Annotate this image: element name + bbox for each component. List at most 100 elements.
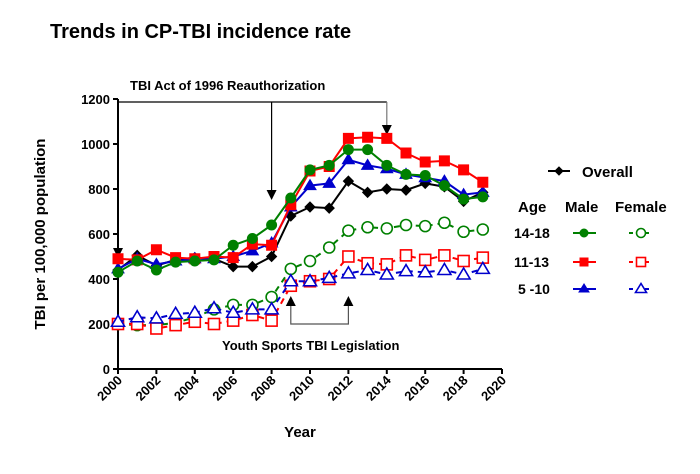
x-tick-label: 2018	[440, 373, 471, 404]
data-point	[208, 254, 220, 266]
data-point	[381, 132, 393, 144]
data-point	[112, 253, 124, 265]
data-point	[378, 266, 395, 280]
series-14-18-female	[111, 216, 490, 332]
x-tick-label: 2006	[209, 373, 240, 404]
data-point	[474, 260, 491, 275]
data-point	[245, 243, 260, 256]
data-point	[362, 144, 374, 156]
data-point	[322, 176, 337, 188]
legend-overall-marker	[554, 166, 564, 176]
data-point	[342, 250, 355, 263]
data-point	[282, 273, 299, 287]
data-point	[398, 263, 414, 277]
x-tick-label: 2020	[478, 373, 509, 404]
data-point	[227, 252, 239, 264]
data-point	[225, 304, 242, 319]
data-point	[477, 191, 489, 203]
data-point	[150, 244, 162, 256]
data-point	[148, 310, 165, 324]
data-point	[438, 180, 450, 192]
data-point	[457, 225, 470, 239]
data-point	[419, 156, 431, 168]
data-point	[458, 164, 470, 176]
data-point	[150, 322, 163, 335]
data-point	[265, 290, 278, 304]
data-point	[206, 300, 222, 314]
y-tick-label: 0	[103, 362, 110, 377]
x-tick-label: 2010	[286, 373, 317, 404]
legend-male-header: Male	[565, 199, 598, 216]
legend-male-marker	[579, 228, 589, 238]
data-point	[342, 132, 354, 144]
data-point	[342, 224, 355, 237]
y-tick-label: 600	[88, 227, 110, 242]
arrow-down-icon	[381, 125, 392, 135]
series-11-13-male	[112, 131, 489, 266]
data-point	[266, 219, 278, 231]
x-tick-label: 2016	[401, 373, 432, 404]
annotation-bottom-text: Youth Sports TBI Legislation	[222, 338, 399, 353]
legend-male-marker	[578, 283, 590, 293]
data-point	[207, 317, 221, 331]
data-point	[129, 309, 146, 323]
annotation-top-text: TBI Act of 1996 Reauthorization	[130, 78, 325, 93]
y-tick-label: 200	[88, 317, 110, 332]
data-point	[400, 168, 412, 180]
data-point	[285, 192, 297, 204]
data-point	[380, 222, 394, 235]
data-point	[342, 175, 355, 187]
data-point	[304, 164, 316, 176]
data-point	[244, 301, 261, 315]
data-point	[323, 202, 335, 214]
x-tick-label: 2008	[248, 373, 279, 404]
series-line	[117, 136, 484, 261]
data-point	[400, 147, 412, 159]
data-point	[457, 254, 470, 268]
legend-female-marker	[634, 281, 648, 294]
chart-title: Trends in CP-TBI incidence rate	[50, 21, 351, 43]
data-point	[477, 176, 489, 188]
data-point	[418, 253, 432, 267]
legend-female-header: Female	[615, 199, 667, 216]
data-point	[360, 158, 375, 170]
data-point	[263, 301, 280, 315]
data-point	[303, 178, 317, 191]
data-point	[227, 260, 239, 273]
data-point	[322, 241, 336, 254]
data-point	[436, 261, 453, 276]
series-14-18-male	[112, 144, 489, 278]
y-tick-label: 1000	[81, 137, 110, 152]
x-tick-label: 2012	[324, 373, 355, 404]
legend-age-label: 14-18	[514, 225, 550, 241]
data-point	[438, 155, 450, 167]
data-point	[418, 219, 432, 233]
data-point	[284, 262, 298, 276]
annotation-bottom-bracket	[290, 304, 349, 325]
x-tick-label: 2000	[94, 373, 125, 404]
x-tick-label: 2004	[171, 372, 203, 404]
legend-age-label: 5 -10	[518, 281, 550, 297]
x-axis-label: Year	[284, 424, 316, 441]
data-point	[150, 264, 162, 276]
y-tick-label: 400	[88, 272, 110, 287]
data-point	[246, 233, 258, 244]
y-axis-label: TBI per 100,000 population	[32, 139, 49, 330]
legend-overall-label: Overall	[582, 164, 633, 181]
data-point	[381, 159, 393, 171]
data-point	[323, 159, 335, 171]
data-point	[167, 305, 184, 320]
data-point	[189, 255, 201, 267]
data-point	[169, 318, 182, 332]
data-point	[266, 239, 278, 251]
legend-female-marker	[635, 227, 647, 239]
data-point	[400, 184, 412, 196]
data-point	[303, 254, 317, 268]
data-point	[399, 218, 413, 232]
arrow-up-icon	[343, 296, 354, 306]
arrow-down-icon	[266, 190, 277, 200]
series-5--10-female	[110, 260, 491, 328]
data-point	[361, 186, 374, 199]
legend-age-header: Age	[518, 199, 546, 216]
